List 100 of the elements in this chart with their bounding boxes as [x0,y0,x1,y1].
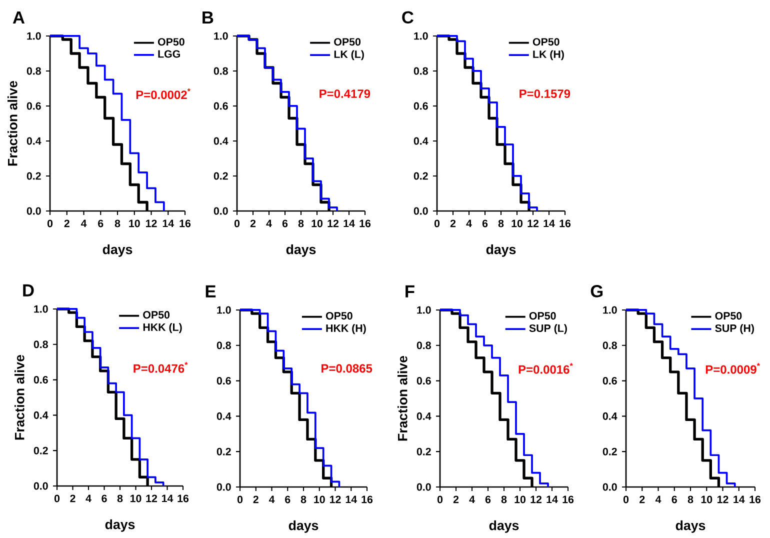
legend-label: OP50 [326,312,352,320]
x-tick-label: 14 [734,496,745,504]
x-tick-label: 16 [360,220,371,228]
y-tick-label: 0.6 [602,377,617,385]
x-tick-label: 4 [466,220,472,228]
y-tick-label: 1.0 [34,305,48,313]
chart-title: F [406,285,414,298]
y-tick-label: 0.0 [26,207,41,215]
legend-label: OP50 [715,312,742,320]
x-tick-label: 14 [346,496,358,504]
y-tick-label: 0.0 [416,483,431,491]
x-tick-label: 4 [86,494,92,502]
x-axis-title: days [288,520,318,533]
x-tick-label: 16 [362,496,373,504]
x-axis-title: days [105,519,135,532]
x-tick-label: 6 [98,220,104,228]
x-tick-label: 8 [117,494,123,502]
y-tick-label: 0.2 [34,446,48,454]
x-tick-label: 8 [300,496,306,504]
x-tick-label: 4 [469,496,475,504]
legend-label: LGG [158,50,180,58]
x-tick-label: 14 [162,494,174,502]
x-tick-label: 0 [437,496,443,504]
x-tick-label: 4 [266,220,272,228]
x-tick-label: 6 [485,496,491,504]
x-tick-label: 6 [282,220,288,228]
y-tick-label: 1.0 [414,32,428,40]
x-tick-label: 0 [434,220,440,228]
y-tick-label: 0.8 [26,67,41,75]
y-tick-label: 0.8 [416,342,431,350]
y-tick-label: 0.4 [216,412,232,420]
y-tick-label: 0.4 [416,412,432,420]
x-tick-label: 10 [512,220,523,228]
x-tick-label: 2 [640,496,645,504]
legend-label: OP50 [334,38,361,46]
y-tick-label: 0.8 [34,340,48,348]
y-tick-label: 0.2 [414,172,428,180]
x-tick-label: 2 [64,220,70,228]
legend-label: SUP (L) [529,324,567,334]
annotation: P=0.4179 [320,89,370,98]
chart-title: A [12,12,25,24]
x-tick-label: 12 [146,494,158,502]
x-tick-label: 16 [178,494,189,502]
y-tick-label: 0.4 [414,137,428,145]
annotation: P=0.1579 [520,89,570,98]
y-tick-label: 0.4 [214,137,228,145]
y-tick-label: 0.4 [26,137,42,145]
y-tick-label: 1.0 [603,306,617,314]
y-tick-label: 1.0 [417,306,431,314]
chart-title: B [202,12,214,24]
x-tick-label: 12 [328,220,339,228]
x-tick-label: 0 [54,494,60,502]
x-tick-label: 12 [146,220,157,228]
y-tick-label: 0.2 [216,448,231,456]
legend-label: SUP (H) [715,324,754,334]
legend-label: LK (L) [334,50,364,60]
y-tick-label: 1.0 [27,32,41,40]
y-tick-label: 0.0 [214,207,228,215]
x-axis-title: days [286,244,316,257]
y-tick-label: 0.2 [26,172,41,180]
x-tick-label: 12 [717,496,728,504]
y-tick-label: 0.6 [416,377,431,385]
legend-label: HKK (H) [326,324,366,334]
x-tick-label: 0 [234,220,240,228]
annotation: P=0.0009$^{*}$ [706,363,760,374]
annotation: P=0.0002$^{*}$ [136,88,190,100]
x-tick-label: 0 [47,220,53,228]
x-tick-label: 2 [250,220,256,228]
legend-label: OP50 [529,312,556,320]
legend-label: LK (H) [533,50,564,60]
chart-title: D [23,284,34,296]
x-tick-label: 2 [453,496,459,504]
x-axis-title: days [102,244,132,257]
x-tick-label: 8 [114,220,120,228]
y-tick-label: 0.2 [214,172,228,180]
x-tick-label: 16 [562,496,574,504]
x-tick-label: 14 [546,496,558,504]
x-tick-label: 8 [688,496,694,504]
x-tick-label: 2 [253,496,258,504]
y-axis-title: Fraction alive [398,356,408,441]
x-tick-label: 14 [162,220,174,228]
x-tick-label: 16 [560,220,571,228]
chart-title: C [402,11,414,24]
x-tick-label: 6 [672,496,677,504]
annotation: P=0.0016$^{*}$ [518,363,573,374]
chart-title: E [206,285,216,298]
x-axis-title: days [489,520,519,533]
annotation: P=0.0476$^{*}$ [134,362,188,373]
x-tick-label: 10 [312,220,323,228]
x-tick-label: 10 [701,496,712,504]
y-tick-label: 0.0 [602,483,617,491]
x-tick-label: 12 [528,220,539,228]
x-tick-label: 10 [514,496,526,504]
y-tick-label: 0.6 [414,102,428,110]
y-axis-title: Fraction alive [8,80,18,166]
x-tick-label: 0 [623,496,629,504]
y-tick-label: 0.8 [602,342,617,350]
y-tick-label: 0.8 [414,67,428,75]
y-tick-label: 1.0 [217,306,231,314]
y-tick-label: 0.8 [214,67,228,75]
